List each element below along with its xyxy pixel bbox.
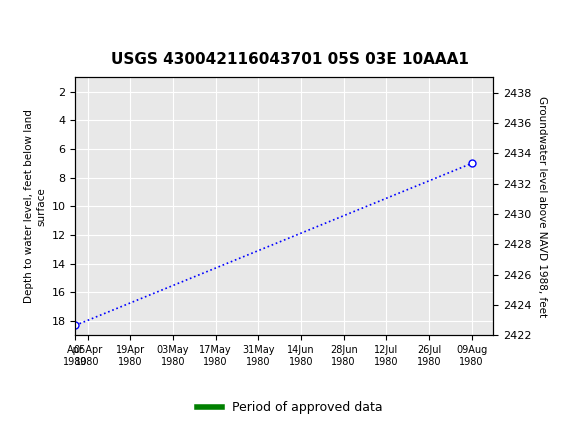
Y-axis label: Depth to water level, feet below land
surface: Depth to water level, feet below land su… (24, 110, 46, 303)
Text: ≡USGS: ≡USGS (12, 16, 88, 35)
Legend: Period of approved data: Period of approved data (192, 396, 388, 419)
Text: USGS 430042116043701 05S 03E 10AAA1: USGS 430042116043701 05S 03E 10AAA1 (111, 52, 469, 67)
Y-axis label: Groundwater level above NAVD 1988, feet: Groundwater level above NAVD 1988, feet (536, 96, 547, 317)
